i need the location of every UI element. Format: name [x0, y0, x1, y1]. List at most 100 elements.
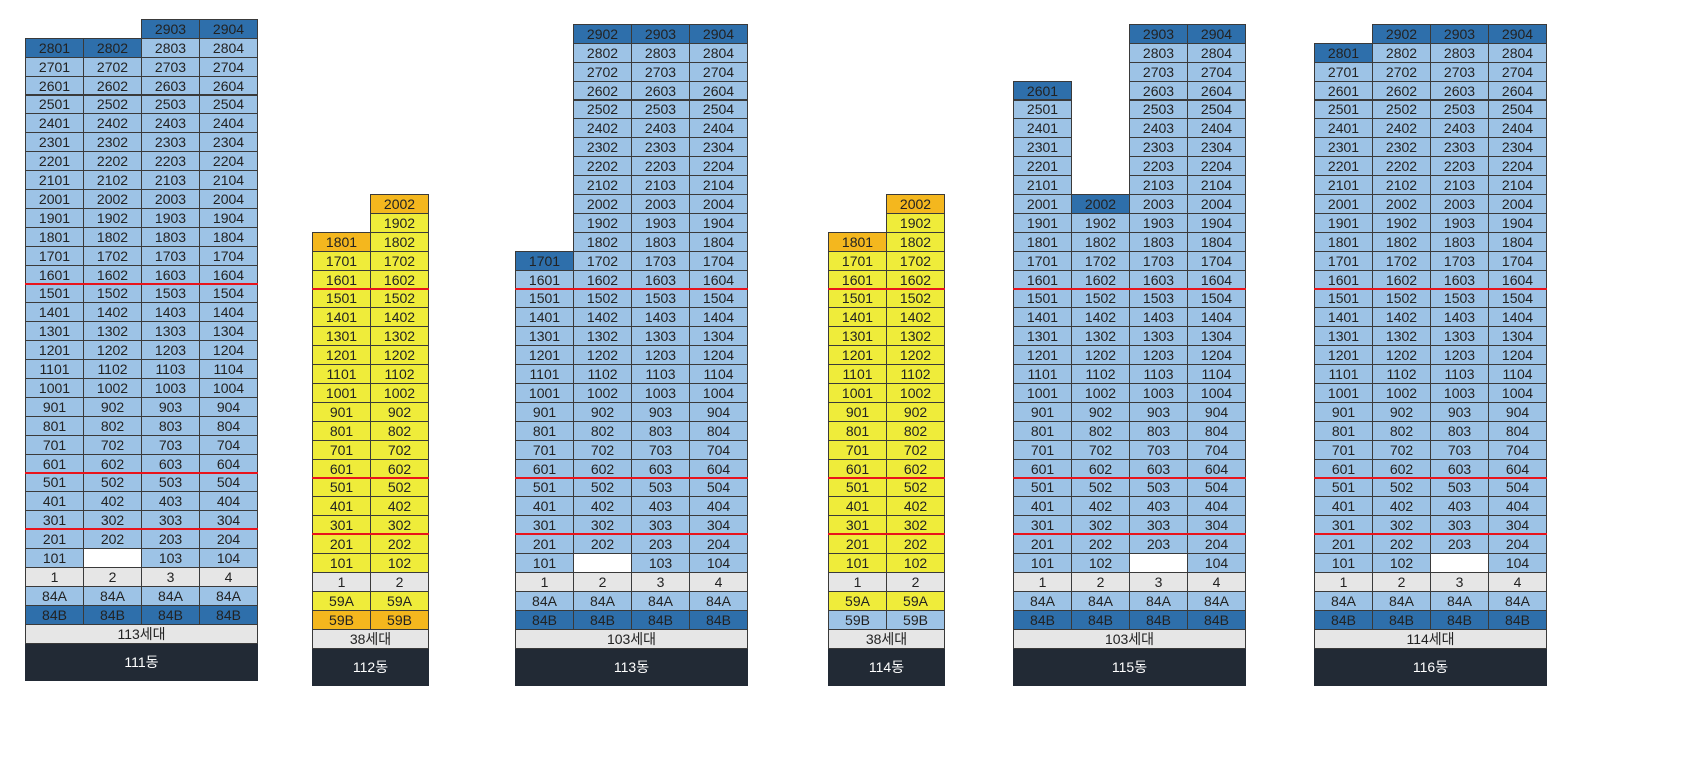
floor-divider-line — [1314, 476, 1547, 479]
unit-cell: 1601 — [515, 269, 574, 290]
unit-cell: 701 — [312, 439, 371, 460]
unit-cell: 104 — [689, 553, 748, 573]
unit-cell: 901 — [25, 396, 84, 417]
unit-cell: 503 — [631, 477, 690, 498]
unit-cell: 2603 — [141, 75, 200, 96]
unit-cell: 101 — [828, 553, 887, 573]
unit-type-cell: 59A — [312, 590, 371, 611]
unit-cell: 1903 — [631, 212, 690, 233]
unit-cell: 1302 — [370, 326, 429, 347]
unit-cell: 402 — [83, 491, 142, 512]
unit-cell: 1701 — [312, 250, 371, 271]
unit-cell: 1303 — [141, 321, 200, 342]
unit-cell: 2804 — [689, 42, 748, 63]
unit-cell: 803 — [1129, 420, 1188, 441]
unit-cell: 102 — [1372, 553, 1431, 573]
unit-cell: 1504 — [689, 288, 748, 309]
unit-cell: 2203 — [631, 156, 690, 177]
unit-cell: 1102 — [573, 364, 632, 384]
unit-type-cell: 84B — [573, 609, 632, 630]
unit-cell: 101 — [1013, 553, 1072, 573]
unit-cell: 602 — [83, 453, 142, 474]
unit-cell: 2003 — [1430, 194, 1489, 214]
unit-cell: 1601 — [312, 269, 371, 290]
unit-cell: 2402 — [573, 118, 632, 139]
unit-cell: 702 — [1372, 439, 1431, 460]
unit-cell: 1204 — [199, 340, 258, 361]
unit-cell: 201 — [312, 534, 371, 555]
unit-cell: 1301 — [1013, 326, 1072, 347]
building-name: 111동 — [25, 643, 258, 681]
unit-cell: 2001 — [25, 189, 84, 209]
unit-cell: 1501 — [828, 288, 887, 309]
unit-cell: 1201 — [1314, 345, 1373, 366]
unit-cell: 1503 — [141, 283, 200, 304]
unit-type-cell: 59B — [370, 609, 429, 630]
unit-cell: 1903 — [1430, 212, 1489, 233]
unit-cell: 2001 — [1013, 194, 1072, 214]
unit-cell: 501 — [828, 477, 887, 498]
unit-cell: 2704 — [1187, 61, 1246, 82]
line-number-cell: 1 — [1013, 572, 1072, 592]
unit-cell: 204 — [689, 534, 748, 555]
unit-cell: 203 — [1129, 534, 1188, 555]
line-number-cell: 1 — [828, 572, 887, 592]
unit-cell: 2904 — [1488, 23, 1547, 44]
household-count: 103세대 — [1013, 628, 1246, 649]
unit-cell: 504 — [1187, 477, 1246, 498]
unit-cell: 1303 — [1430, 326, 1489, 347]
unit-cell: 2904 — [199, 18, 258, 39]
unit-cell: 1002 — [1372, 383, 1431, 403]
unit-cell: 1302 — [1372, 326, 1431, 347]
unit-cell: 2702 — [573, 61, 632, 82]
unit-cell: 703 — [631, 439, 690, 460]
unit-cell: 1803 — [631, 231, 690, 252]
unit-cell: 2102 — [573, 175, 632, 195]
floor-divider-line — [25, 528, 258, 531]
unit-cell: 2601 — [1013, 80, 1072, 101]
unit-cell: 2604 — [199, 75, 258, 96]
unit-cell: 2403 — [631, 118, 690, 139]
unit-cell: 1802 — [1071, 231, 1130, 252]
unit-cell: 1304 — [199, 321, 258, 342]
unit-cell: 404 — [689, 496, 748, 517]
unit-cell: 1403 — [1430, 307, 1489, 328]
unit-cell: 2304 — [1187, 137, 1246, 158]
unit-type-cell: 84B — [1071, 609, 1130, 630]
unit-cell: 903 — [141, 396, 200, 417]
floor-divider-line — [312, 287, 429, 290]
line-number-cell: 4 — [1187, 572, 1246, 592]
unit-cell: 2104 — [199, 170, 258, 190]
unit-cell: 1703 — [1430, 250, 1489, 271]
unit-cell: 2104 — [689, 175, 748, 195]
unit-cell: 1303 — [1129, 326, 1188, 347]
unit-cell: 2203 — [141, 151, 200, 172]
unit-cell: 1003 — [1430, 383, 1489, 403]
household-count: 114세대 — [1314, 628, 1547, 649]
unit-cell: 1902 — [886, 212, 945, 233]
unit-cell: 601 — [828, 458, 887, 479]
unit-cell: 1602 — [83, 264, 142, 285]
floor-divider-line — [312, 533, 429, 536]
unit-cell: 904 — [1488, 401, 1547, 422]
unit-cell: 2203 — [1430, 156, 1489, 177]
unit-cell: 2404 — [1488, 118, 1547, 139]
unit-type-cell: 84B — [1129, 609, 1188, 630]
unit-cell: 901 — [312, 401, 371, 422]
empty-unit-cell — [573, 553, 632, 573]
unit-cell: 2104 — [1488, 175, 1547, 195]
unit-cell: 1704 — [1488, 250, 1547, 271]
unit-cell: 2903 — [631, 23, 690, 44]
unit-cell: 1604 — [1187, 269, 1246, 290]
unit-cell: 702 — [886, 439, 945, 460]
unit-cell: 1703 — [631, 250, 690, 271]
unit-cell: 1703 — [141, 245, 200, 266]
unit-type-cell: 84B — [1314, 609, 1373, 630]
unit-type-cell: 84B — [141, 604, 200, 625]
unit-cell: 403 — [1430, 496, 1489, 517]
unit-cell: 902 — [573, 401, 632, 422]
unit-cell: 902 — [1071, 401, 1130, 422]
unit-cell: 2501 — [1314, 99, 1373, 120]
unit-cell: 804 — [1187, 420, 1246, 441]
unit-cell: 402 — [573, 496, 632, 517]
